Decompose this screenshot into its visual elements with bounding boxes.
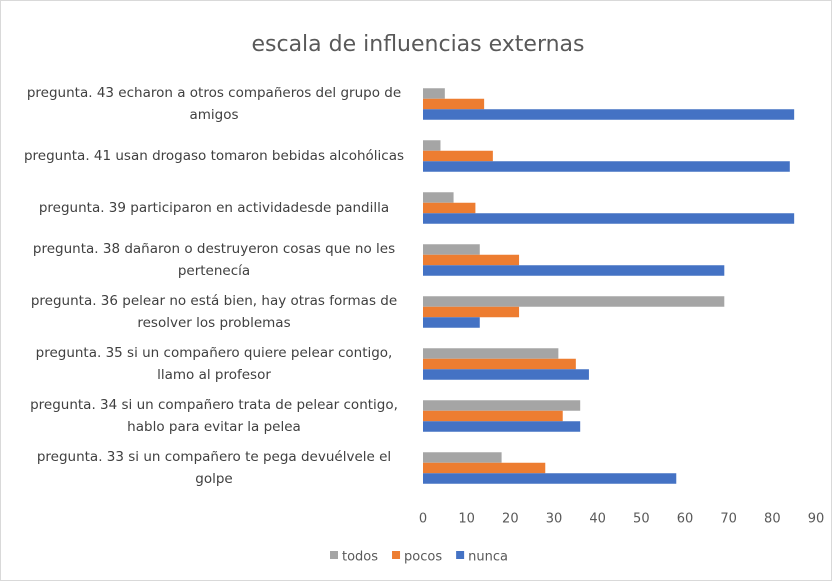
bar bbox=[423, 88, 445, 99]
bar bbox=[423, 140, 441, 151]
bar bbox=[423, 306, 520, 318]
y-tick-label: pregunta. 36 pelear no está bien, hay ot… bbox=[30, 293, 398, 331]
y-tick-label: pregunta. 41 usan drogaso tomaron bebida… bbox=[23, 148, 405, 164]
legend-swatch bbox=[392, 551, 401, 559]
legend-label: pocos bbox=[404, 550, 442, 565]
bar bbox=[423, 410, 563, 422]
x-tick-label: 20 bbox=[502, 512, 519, 527]
y-tick-label: pregunta. 38 dañaron o destruyeron cosas… bbox=[32, 241, 396, 279]
y-tick-label: pregunta. 39 participaron en actividades… bbox=[38, 200, 390, 216]
x-tick-label: 0 bbox=[419, 512, 427, 527]
bar bbox=[423, 202, 476, 214]
bar bbox=[423, 473, 677, 484]
x-tick-label: 50 bbox=[633, 512, 650, 527]
y-tick-label: pregunta. 33 si un compañero te pega dev… bbox=[36, 449, 392, 487]
bar bbox=[423, 213, 795, 224]
y-tick-label: pregunta. 34 si un compañero trata de pe… bbox=[30, 397, 398, 435]
y-tick-label: pregunta. 43 echaron a otros compañeros … bbox=[26, 85, 402, 123]
x-tick-label: 60 bbox=[677, 512, 694, 527]
bar bbox=[423, 317, 480, 328]
legend-swatch bbox=[330, 551, 338, 559]
bar bbox=[423, 421, 581, 432]
bar bbox=[423, 265, 725, 276]
bar bbox=[423, 400, 581, 411]
legend-label: nunca bbox=[468, 550, 508, 565]
legend-swatch bbox=[456, 551, 465, 559]
bar bbox=[423, 452, 502, 463]
y-tick-label: pregunta. 35 si un compañero quiere pele… bbox=[35, 345, 393, 383]
x-tick-label: 40 bbox=[589, 512, 606, 527]
bar bbox=[423, 358, 576, 370]
x-tick-label: 90 bbox=[808, 512, 825, 527]
bar bbox=[423, 109, 795, 120]
x-tick-label: 10 bbox=[458, 512, 475, 527]
legend-label: todos bbox=[342, 550, 378, 565]
x-tick-label: 80 bbox=[764, 512, 781, 527]
bar bbox=[423, 369, 589, 380]
chart-title: escala de influencias externas bbox=[251, 32, 584, 57]
bar bbox=[423, 192, 454, 203]
x-tick-label: 70 bbox=[720, 512, 737, 527]
bar bbox=[423, 254, 520, 266]
bar bbox=[423, 150, 493, 162]
bar bbox=[423, 161, 790, 172]
x-tick-label: 30 bbox=[546, 512, 563, 527]
bar bbox=[423, 244, 480, 255]
bar bbox=[423, 98, 485, 110]
bar bbox=[423, 462, 546, 474]
bar bbox=[423, 348, 559, 359]
bar bbox=[423, 296, 725, 307]
